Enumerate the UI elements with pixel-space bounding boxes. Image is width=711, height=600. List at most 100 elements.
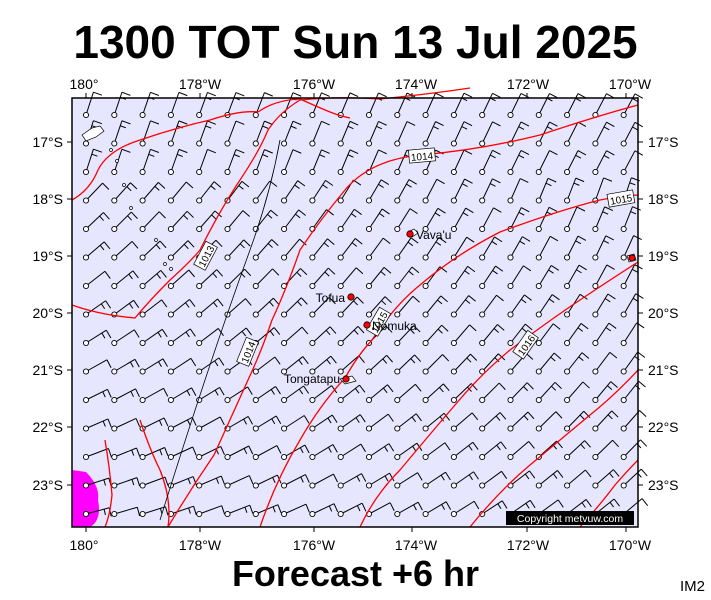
wind-barb [337,120,359,147]
wind-barb [309,355,337,375]
wind-barb [337,384,366,404]
wind-barb [394,121,416,147]
lat-label: 22°S [648,419,679,435]
wind-barb [196,328,224,347]
wind-barb [309,473,339,489]
wind-barb [167,328,196,347]
wind-barb [196,298,224,318]
longitude-labels-bottom: 180° 178°W 176°W 174°W 172°W 170°W [70,537,652,553]
isobar-line [104,439,113,528]
wind-barb [592,235,614,261]
wind-barb [535,323,561,347]
ocean-background [72,98,638,527]
wind-barb [620,380,646,404]
island [169,267,173,271]
wind-barb [564,410,591,432]
island [122,183,126,187]
wind-barb [224,210,250,233]
wind-barb [479,412,507,432]
wind-barb [82,182,110,204]
wind-barb [167,91,188,119]
wind-barb [139,211,166,233]
town-markers: Vava'u Tofua Nomuka Tongatapu [284,228,636,386]
wind-barb [479,500,508,518]
wind-barb [196,505,226,518]
image-code: IM2 [679,578,705,595]
wind-barb [111,358,140,375]
wind-barb [620,121,644,147]
wind-barb [564,121,587,147]
wind-barb [281,474,310,489]
wind-barb [592,322,617,347]
wind-barb [422,471,451,489]
wind-barb [422,92,444,119]
wind-barb [309,503,339,518]
lat-label: 23°S [648,477,679,493]
lat-label: 17°S [648,134,679,150]
wind-barb [535,265,560,290]
wind-barb [252,386,281,404]
wind-barb [535,352,562,375]
wind-barb [422,207,446,233]
wind-barb [82,241,111,261]
wind-barb [281,238,307,261]
wind-barb [450,441,479,461]
lat-label: 19°S [32,248,63,264]
latitude-labels-right: 17°S 18°S 19°S 20°S 21°S 22°S 23°S [648,134,679,493]
wind-barb [139,387,169,404]
wind-barb [167,148,188,176]
wind-barb [167,299,196,318]
town-marker-tofua [347,293,355,301]
island [81,125,105,142]
lat-label: 18°S [648,191,679,207]
wind-barb [592,381,618,404]
wind-barb [82,212,110,233]
wind-barb [450,412,479,432]
wind-barb [281,326,309,347]
wind-barb [507,236,531,261]
wind-barb [592,469,620,489]
wind-barb [337,296,364,318]
wind-barb [167,240,195,261]
wind-barb [365,179,390,204]
wind-barb [507,149,530,176]
wind-barb [224,445,254,461]
isobar-line [299,98,351,119]
wind-barb [535,177,557,204]
wind-barb [620,93,644,119]
wind-barb [479,149,501,176]
wind-barb [592,439,620,461]
wind-barb [507,294,532,318]
wind-barb [111,417,141,432]
wind-barb [620,351,646,375]
wind-barb [337,414,366,432]
forecast-label: Forecast +6 hr [231,553,480,594]
wind-barb [252,297,280,318]
wind-barb [450,500,480,518]
wind-barb [139,358,168,375]
wind-barb [365,266,392,290]
wind-barb [394,237,419,261]
wind-barb [167,210,194,233]
wind-barb [309,297,336,318]
wind-barb [507,382,534,404]
wind-barb [394,325,421,347]
wind-barb [535,470,564,489]
wind-barb [139,299,168,318]
wind-barb [592,264,615,290]
wind-barb [620,410,647,432]
wind-barb [281,149,302,176]
lon-label: 176°W [293,537,336,553]
wind-barb [224,416,253,432]
wind-barb [535,121,558,147]
wind-barb [507,178,529,204]
wind-barb [507,92,530,119]
wind-barb [309,149,330,176]
lon-label: 170°W [609,537,652,553]
wind-barb [592,410,619,432]
wind-barb [252,239,279,261]
wind-barb [139,120,160,147]
place-label-nomuka: Nomuka [372,319,417,333]
wind-barb [422,354,450,375]
wind-barb [365,296,392,318]
